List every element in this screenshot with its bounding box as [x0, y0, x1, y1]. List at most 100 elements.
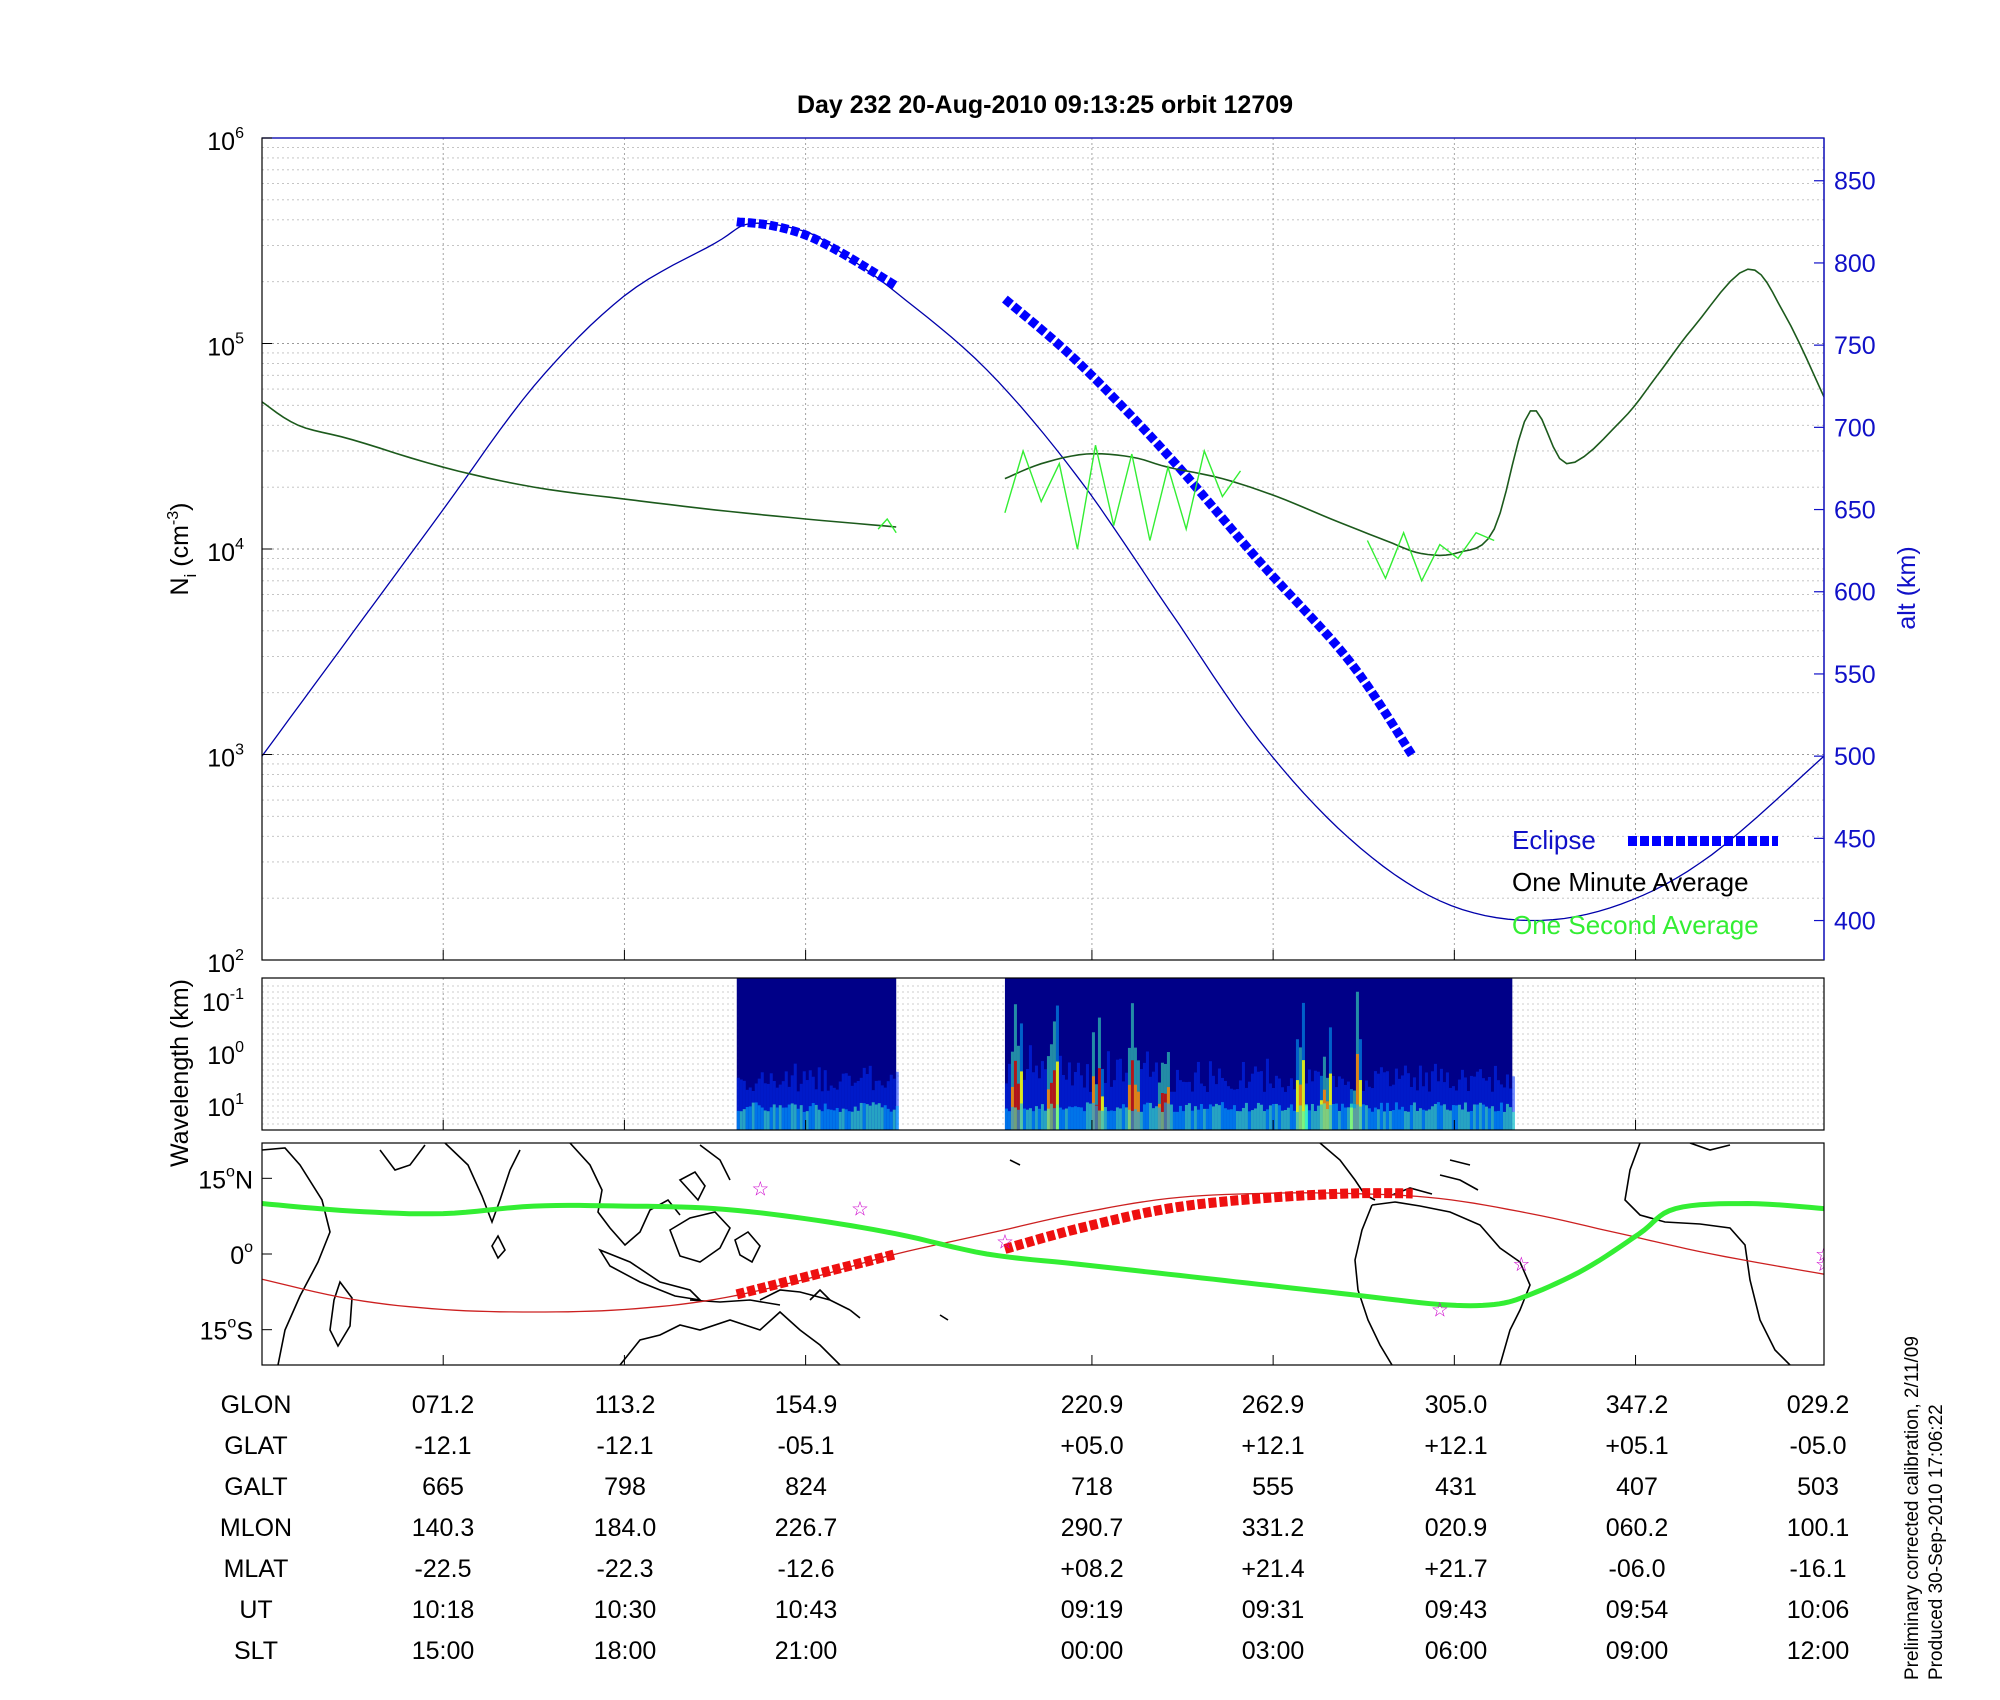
spectrogram-base: [853, 1106, 857, 1130]
table-cell: 226.7: [775, 1514, 838, 1542]
spectrogram-column: [1145, 1051, 1149, 1130]
tick-base: 10: [207, 745, 235, 773]
right-y-tick-label: 400: [1834, 908, 1876, 936]
spectrogram-column: [1376, 1073, 1380, 1130]
row-label-glon: GLON: [221, 1391, 292, 1419]
star-marker: ☆: [751, 1178, 769, 1200]
table-cell: 665: [422, 1473, 464, 1501]
spectrogram-column: [1226, 1086, 1230, 1130]
spectrogram-base: [850, 1111, 854, 1130]
spectrogram-base: [1370, 1111, 1374, 1130]
spectrogram-base: [1502, 1111, 1506, 1130]
spectrogram-base: [844, 1109, 848, 1130]
spectrogram-base: [1052, 1108, 1056, 1130]
spectrogram-base: [1106, 1111, 1110, 1130]
table-cell: 798: [604, 1473, 646, 1501]
spectrogram-base: [1427, 1109, 1431, 1130]
spectrogram-base: [1232, 1105, 1236, 1130]
main-series: [262, 217, 1824, 922]
spectrogram-base: [820, 1111, 824, 1130]
spectrogram-base: [1103, 1107, 1107, 1130]
spectrogram-base: [1448, 1110, 1452, 1130]
spectrogram-column: [1208, 1061, 1212, 1130]
spectrogram-column: [850, 1085, 854, 1130]
ylabel-close: ): [166, 502, 194, 510]
left-y-axis-label: Ni (cm-3): [165, 502, 200, 595]
legend-one-minute-label: One Minute Average: [1512, 867, 1749, 897]
spectrogram-base: [838, 1111, 842, 1130]
tick-base: 10: [207, 1094, 235, 1122]
spectrogram-base: [871, 1102, 875, 1130]
spectrogram-column: [1058, 1055, 1062, 1130]
spectrogram-column: [805, 1080, 809, 1130]
spectrogram-column: [1202, 1086, 1206, 1130]
spectrogram-base: [880, 1107, 884, 1130]
table-cell: 03:00: [1242, 1637, 1305, 1665]
spectrogram-base: [1133, 1109, 1137, 1130]
spectrogram-base: [1352, 1104, 1356, 1130]
spectrogram-column: [1280, 1087, 1284, 1130]
spectrogram-burst: [1130, 1060, 1134, 1130]
lat-value: 15: [198, 1166, 226, 1194]
spectrogram-column: [1196, 1061, 1200, 1130]
spectrogram-column: [1181, 1081, 1185, 1130]
spectrogram-column: [1247, 1081, 1251, 1130]
spectrogram-base: [1196, 1109, 1200, 1130]
tick-exp: 2: [235, 947, 244, 964]
spectrogram-base: [787, 1104, 791, 1130]
spectrogram-column: [1493, 1065, 1497, 1130]
spectrogram-base: [874, 1104, 878, 1130]
spectrogram-base: [883, 1105, 887, 1130]
spectrogram-base: [1457, 1104, 1461, 1130]
spectrogram-base: [1298, 1105, 1302, 1130]
spectrogram-base: [808, 1106, 812, 1130]
spectrogram-burst: [1097, 1068, 1101, 1130]
left-y-tick-label: 105: [207, 331, 244, 362]
spectrogram-base: [1247, 1111, 1251, 1130]
right-y-tick-label: 800: [1834, 250, 1876, 278]
spectrogram-base: [829, 1109, 833, 1130]
spectrogram-base: [1418, 1108, 1422, 1130]
eclipse-track-segment: [735, 1249, 898, 1300]
spectrogram-base: [1322, 1103, 1326, 1130]
table-cell: 10:06: [1787, 1596, 1850, 1624]
spectrogram-column: [844, 1073, 848, 1130]
spectrogram-base: [1121, 1104, 1125, 1130]
spectrogram-column: [1079, 1075, 1083, 1130]
spectrogram-column: [793, 1063, 797, 1130]
spectrogram-base: [1190, 1110, 1194, 1130]
spectrogram-base: [1421, 1109, 1425, 1130]
degree-sign: o: [227, 1315, 236, 1332]
spectrogram-column: [1430, 1071, 1434, 1130]
spectrogram-column: [1292, 1089, 1296, 1130]
spectrogram-burst: [1295, 1080, 1299, 1130]
spectrogram-column: [862, 1067, 866, 1130]
spectrogram-base: [1229, 1109, 1233, 1130]
spectrogram-base: [814, 1104, 818, 1130]
spectrogram-burst: [1016, 1083, 1020, 1130]
table-cell: -16.1: [1790, 1555, 1847, 1583]
table-cell: -06.0: [1609, 1555, 1666, 1583]
spectrogram-base: [1250, 1110, 1254, 1130]
spectrogram-column: [1256, 1071, 1260, 1130]
star-marker: ☆: [1512, 1254, 1530, 1276]
spectrogram-burst: [1052, 1070, 1056, 1130]
tick-exp: 5: [235, 331, 244, 348]
spectrogram-y-axis-label: Wavelength (km): [166, 979, 194, 1167]
table-cell: +05.0: [1060, 1432, 1123, 1460]
spectrogram-base: [1433, 1103, 1437, 1130]
spectrogram-base: [1064, 1108, 1068, 1130]
spectrogram-base: [1334, 1103, 1338, 1130]
spectrogram-base: [1358, 1106, 1362, 1130]
spectrogram-base: [745, 1107, 749, 1130]
table-cell: -22.5: [415, 1555, 472, 1583]
table-cell: 09:19: [1061, 1596, 1124, 1624]
spectrogram-column: [1487, 1076, 1491, 1130]
spectrogram-column: [1289, 1078, 1293, 1130]
eclipse-segment: [736, 217, 899, 290]
spectrogram-column: [1472, 1076, 1476, 1130]
spectrogram-base: [1361, 1104, 1365, 1130]
spectrogram-column: [1496, 1080, 1500, 1130]
spectrogram-base: [832, 1110, 836, 1130]
